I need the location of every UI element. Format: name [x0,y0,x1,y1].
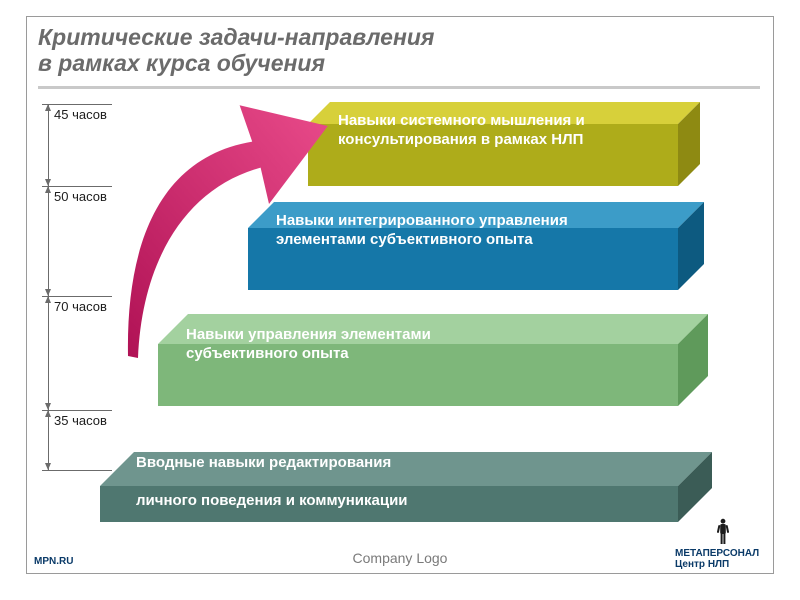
title-underline [38,86,760,89]
axis-label: 70 часов [54,299,107,314]
axis-arrowhead [45,289,51,296]
axis-segment [48,104,49,186]
growth-arrow [122,100,332,360]
axis-label: 50 часов [54,189,107,204]
axis-tick [42,186,112,187]
slide-root: Критические задачи-направления в рамках … [0,0,800,600]
axis-arrowhead [45,410,51,417]
axis-arrowhead [45,186,51,193]
footer-right-text: МЕТАПЕРСОНАЛ Центр НЛП [675,548,759,570]
axis-tick [42,104,112,105]
title-line2: в рамках курса обучения [38,50,325,76]
person-icon [716,518,730,546]
axis-tick [42,410,112,411]
step-label: Вводные навыки редактирования личного по… [136,454,556,510]
axis-arrowhead [45,104,51,111]
axis-tick [42,470,112,471]
footer-brand-right: МЕТАПЕРСОНАЛ Центр НЛП [675,518,770,570]
title-line1: Критические задачи-направления [38,24,434,50]
axis-segment [48,410,49,470]
axis-arrowhead [45,403,51,410]
axis-label: 35 часов [54,413,107,428]
axis-arrowhead [45,179,51,186]
axis-arrowhead [45,463,51,470]
axis-label: 45 часов [54,107,107,122]
axis-segment [48,186,49,296]
axis-arrowhead [45,296,51,303]
page-title: Критические задачи-направления в рамках … [38,24,760,77]
axis-tick [42,296,112,297]
axis-segment [48,296,49,410]
step-label: Навыки системного мышления и консультиро… [338,112,598,150]
